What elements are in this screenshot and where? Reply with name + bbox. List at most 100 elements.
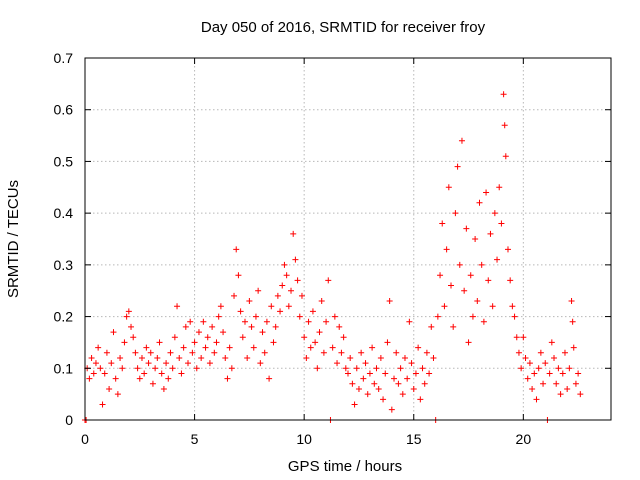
data-point [465,339,472,346]
data-point [288,287,295,294]
data-point [437,272,444,279]
data-point [463,225,470,232]
data-point [314,365,321,372]
data-point [362,360,369,367]
data-point [103,349,110,356]
data-point [165,375,172,382]
data-point [496,184,503,191]
data-point [141,370,148,377]
data-point [215,313,222,320]
data-point [128,323,135,330]
data-point [266,375,273,382]
data-point [498,220,505,227]
data-point [298,292,305,299]
data-point [419,365,426,372]
data-point [213,339,220,346]
data-point [366,370,373,377]
data-point [281,261,288,268]
data-point [428,323,435,330]
data-points [82,91,584,423]
data-point [92,360,99,367]
data-point [537,349,544,356]
data-point [355,385,362,392]
data-point [489,303,496,310]
y-tick-label: 0.2 [54,309,74,325]
data-point [211,349,218,356]
data-point [553,380,560,387]
data-point [443,246,450,253]
y-tick-label: 0.1 [54,360,74,376]
data-point [572,380,579,387]
data-point [152,365,159,372]
x-tick-label: 5 [191,431,199,447]
data-point [106,385,113,392]
data-point [259,329,266,336]
data-point [515,349,522,356]
data-point [224,375,231,382]
data-point [445,184,452,191]
x-tick-label: 0 [81,431,89,447]
data-point [480,318,487,325]
data-point [399,391,406,398]
data-point [375,385,382,392]
data-point [500,91,507,98]
data-point [522,354,529,361]
data-point [555,365,562,372]
data-point [274,292,281,299]
data-point [472,236,479,242]
data-point [391,375,398,382]
data-point [185,360,192,367]
y-tick-label: 0.3 [54,257,74,273]
data-point [524,375,531,382]
data-point [233,246,240,253]
data-point [167,349,174,356]
data-point [312,339,319,346]
data-point [169,365,176,372]
data-point [458,137,465,144]
data-point [180,344,187,351]
data-point [261,349,268,356]
data-point [342,365,349,372]
grid [85,58,611,420]
data-point [189,349,196,356]
y-tick-label: 0.5 [54,153,74,169]
data-point [206,360,213,367]
data-point [373,365,380,372]
data-point [296,313,303,320]
data-point [307,344,314,351]
data-point [461,287,468,294]
data-point [244,354,251,361]
data-point [95,344,102,351]
data-point [283,272,290,279]
y-axis-label: SRMTID / TECUs [5,180,22,298]
data-point [397,365,404,372]
data-point [338,349,345,356]
data-point [364,391,371,398]
x-tick-label: 10 [296,431,312,447]
data-point [478,261,485,268]
data-point [301,334,308,341]
data-point [88,354,95,361]
data-point [268,303,275,310]
data-point [305,318,312,325]
data-point [531,370,538,377]
data-point [448,282,455,289]
data-point [401,354,408,361]
data-point [277,308,284,315]
data-point [456,261,463,268]
data-point [476,199,483,206]
data-point [331,313,338,320]
data-point [423,349,430,356]
data-point [511,313,518,320]
data-point [176,354,183,361]
data-point [377,354,384,361]
data-point [384,339,391,346]
data-point [509,303,516,310]
data-point [404,375,411,382]
data-point [121,339,128,346]
data-point [160,385,167,392]
data-point [110,329,117,336]
data-point [294,277,301,284]
data-point [174,303,181,310]
data-point [200,318,207,325]
